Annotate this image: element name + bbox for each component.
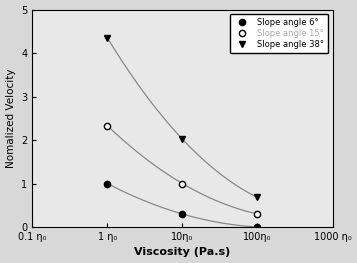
Slope angle 6° xyxy=(180,213,185,216)
Slope angle 38° xyxy=(255,196,260,199)
Y-axis label: Nomalized Velocity: Nomalized Velocity xyxy=(6,69,16,168)
Legend: Slope angle 6°, Slope angle 15°, Slope angle 38°: Slope angle 6°, Slope angle 15°, Slope a… xyxy=(230,14,328,53)
Slope angle 38° xyxy=(180,138,185,141)
Slope angle 15° xyxy=(180,182,185,185)
X-axis label: Viscosity (Pa.s): Viscosity (Pa.s) xyxy=(134,247,231,257)
Slope angle 38° xyxy=(105,36,110,39)
Slope angle 6° xyxy=(105,182,110,185)
Line: Slope angle 6°: Slope angle 6° xyxy=(104,180,261,230)
Slope angle 15° xyxy=(105,124,110,127)
Slope angle 6° xyxy=(255,225,260,229)
Slope angle 15° xyxy=(255,213,260,216)
Line: Slope angle 38°: Slope angle 38° xyxy=(104,35,261,201)
Line: Slope angle 15°: Slope angle 15° xyxy=(104,123,261,217)
